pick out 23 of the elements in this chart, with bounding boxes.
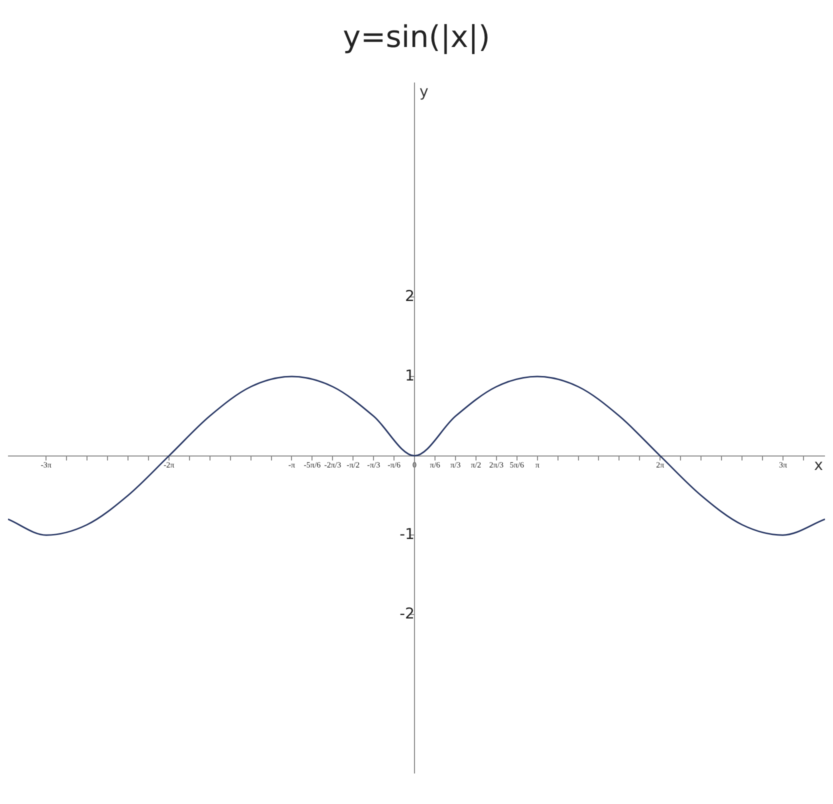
x-tick-label: -5π/6: [304, 460, 321, 470]
x-tick-label: -2π: [164, 460, 174, 470]
x-tick-label: -π/2: [346, 460, 360, 470]
x-tick-label: -3π: [40, 460, 52, 470]
y-tick-label: -1: [400, 524, 415, 543]
y-axis-title: y: [420, 82, 429, 100]
x-tick-label: 3π: [778, 460, 787, 470]
y-tick-label: 2: [405, 287, 415, 306]
x-tick-label: -π/6: [388, 460, 401, 470]
x-tick-label: -π/3: [367, 460, 380, 470]
x-tick-label: π/3: [450, 460, 461, 470]
x-tick-label: -2π/3: [324, 460, 342, 470]
x-tick-label: 2π: [656, 460, 664, 470]
x-tick-label: -π: [288, 460, 296, 470]
chart-title: y=sin(|x|): [342, 19, 492, 57]
x-tick-label: π: [535, 460, 540, 470]
y-tick-label: 1: [405, 366, 415, 384]
y-tick-label: -2: [400, 604, 415, 622]
x-tick-label: 2π/3: [489, 460, 504, 470]
x-axis-title: x: [814, 456, 824, 474]
x-tick-label: π/6: [430, 460, 440, 470]
x-tick-label: 5π/6: [510, 460, 524, 470]
x-tick-label: π/2: [470, 460, 482, 470]
